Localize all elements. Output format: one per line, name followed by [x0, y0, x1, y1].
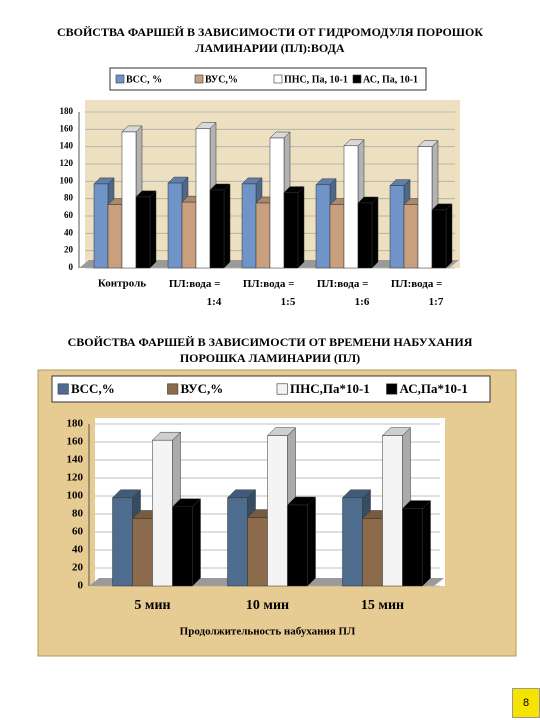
bar — [283, 192, 299, 269]
legend-label: ВСС,% — [71, 381, 115, 396]
y-tick-label: 180 — [67, 418, 84, 430]
legend-swatch — [273, 74, 283, 84]
bar-side — [149, 190, 157, 269]
x-tick-label: 10 мин — [246, 598, 289, 613]
x-tick-label: ПЛ:вода = 1:6 — [317, 278, 371, 308]
x-tick-label: ПЛ:вода = 1:7 — [391, 278, 445, 308]
x-tick-label: 5 мин — [134, 598, 170, 613]
y-tick-label: 140 — [67, 454, 84, 466]
bar — [195, 128, 211, 269]
legend-swatch — [276, 383, 288, 395]
y-tick-label: 120 — [67, 472, 84, 484]
y-tick-label: 0 — [78, 580, 84, 592]
legend-label: ПНС, Па, 10-1 — [284, 74, 348, 85]
y-tick-label: 20 — [64, 245, 74, 255]
bar — [362, 518, 383, 587]
x-axis-label: Продолжительность набухания ПЛ — [180, 626, 356, 638]
bar-side — [445, 203, 453, 269]
legend-label: АС, Па, 10-1 — [363, 74, 418, 85]
bar — [132, 518, 153, 587]
bar — [343, 145, 359, 269]
bar — [269, 137, 285, 269]
bar — [382, 435, 403, 587]
y-tick-label: 160 — [60, 123, 74, 133]
bar — [315, 184, 331, 269]
legend-label: АС,Па*10-1 — [400, 381, 468, 396]
bar — [247, 517, 268, 587]
y-tick-label: 40 — [72, 544, 84, 556]
legend-swatch — [57, 383, 69, 395]
legend-box — [51, 375, 491, 403]
bar-side — [223, 183, 231, 269]
y-tick-label: 80 — [64, 193, 74, 203]
legend-swatch — [167, 383, 179, 395]
bar — [112, 497, 133, 587]
bar — [172, 506, 193, 587]
bar-side — [192, 498, 201, 587]
bar — [227, 497, 248, 587]
bar — [287, 504, 308, 587]
bar-side — [297, 185, 305, 269]
bar — [417, 146, 433, 269]
bar — [107, 204, 123, 269]
y-tick-label: 20 — [72, 562, 84, 574]
chart-title: СВОЙСТВА ФАРШЕЙ В ЗАВИСИМОСТИ ОТ ГИДРОМО… — [56, 25, 484, 55]
bar — [431, 209, 447, 269]
bar — [329, 204, 345, 269]
y-tick-label: 120 — [60, 158, 74, 168]
bar — [152, 439, 173, 587]
legend-swatch — [352, 74, 362, 84]
bar — [209, 189, 225, 269]
legend-box — [109, 67, 427, 91]
bar — [389, 185, 405, 269]
legend-label: ПНС,Па*10-1 — [290, 381, 370, 396]
bar — [241, 183, 257, 269]
legend-label: ВСС, % — [126, 74, 162, 85]
y-tick-label: 80 — [72, 508, 84, 520]
bar — [181, 201, 197, 269]
y-tick-label: 60 — [72, 526, 84, 538]
bar — [357, 202, 373, 269]
x-tick-label: ПЛ:вода = 1:4 — [169, 278, 223, 308]
chart-title: СВОЙСТВА ФАРШЕЙ В ЗАВИСИМОСТИ ОТ ВРЕМЕНИ… — [67, 335, 473, 365]
y-tick-label: 160 — [67, 436, 84, 448]
bar-side — [371, 196, 379, 269]
y-tick-label: 100 — [67, 490, 84, 502]
legend-label: ВУС,% — [181, 381, 224, 396]
x-tick-label: ПЛ:вода = 1:5 — [243, 278, 297, 308]
x-tick-label: Контроль — [98, 278, 146, 290]
y-tick-label: 100 — [60, 175, 74, 185]
x-tick-label: 15 мин — [361, 598, 404, 613]
y-tick-label: 40 — [64, 227, 74, 237]
bar — [342, 497, 363, 587]
page-number: 8 — [512, 688, 540, 718]
bar — [255, 202, 271, 269]
bar-side — [307, 496, 316, 587]
bar — [402, 508, 423, 587]
bar — [403, 204, 419, 269]
legend-swatch — [115, 74, 125, 84]
bar — [121, 131, 137, 269]
bar — [93, 183, 109, 269]
bar — [135, 196, 151, 269]
y-tick-label: 60 — [64, 210, 74, 220]
y-tick-label: 0 — [69, 262, 74, 272]
bar — [167, 182, 183, 269]
legend-swatch — [386, 383, 398, 395]
legend-label: ВУС,% — [205, 74, 238, 85]
bar — [267, 435, 288, 587]
y-tick-label: 140 — [60, 141, 74, 151]
legend-swatch — [194, 74, 204, 84]
y-tick-label: 180 — [60, 106, 74, 116]
bar-side — [422, 499, 431, 587]
